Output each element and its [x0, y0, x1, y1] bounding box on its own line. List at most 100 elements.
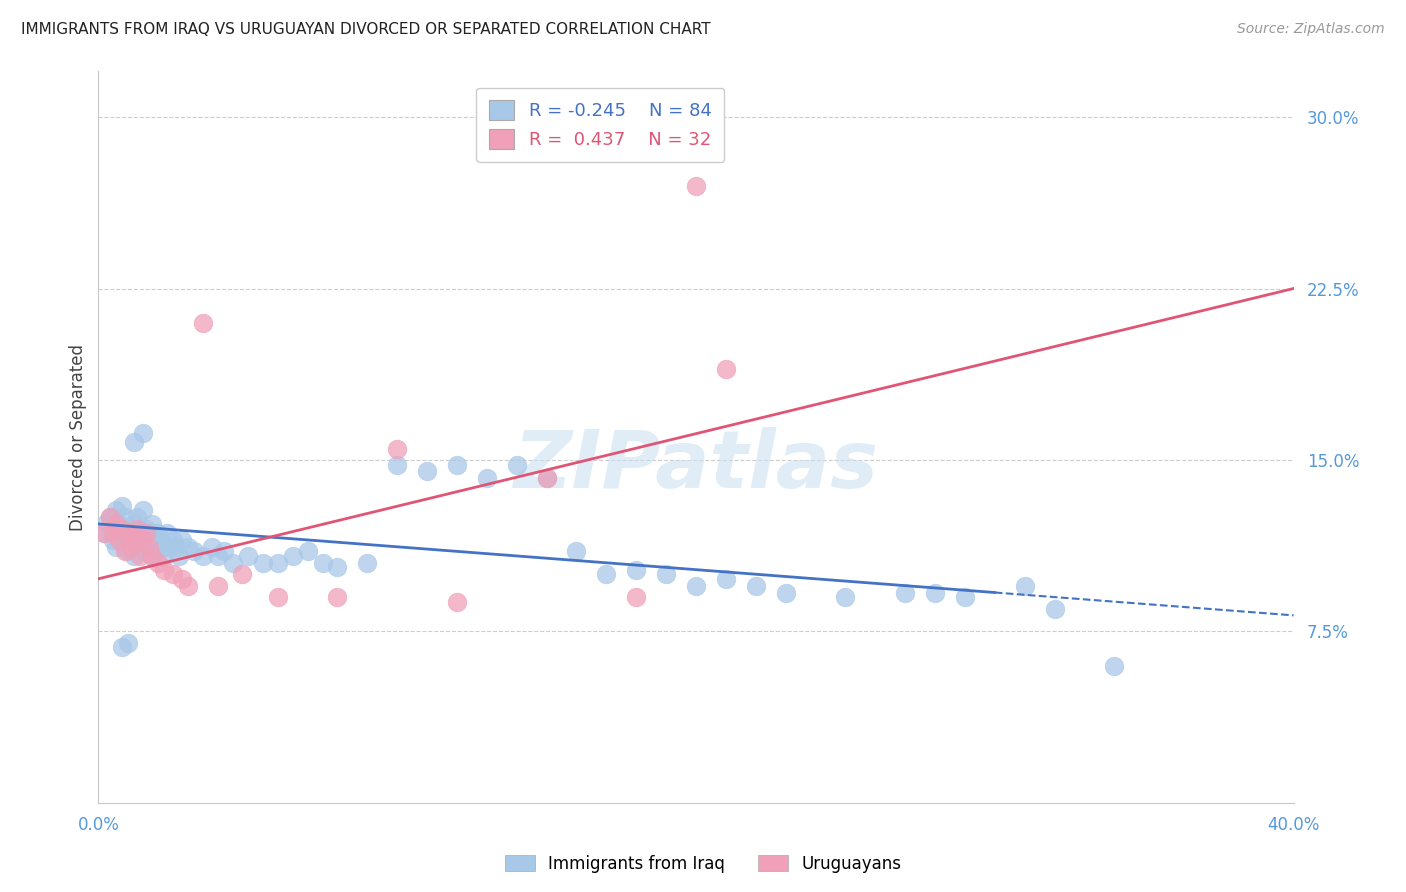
Point	[281, 549, 304, 563]
Point	[114, 510, 136, 524]
Point	[1104, 658, 1126, 673]
Point	[162, 567, 184, 582]
Point	[105, 503, 128, 517]
Point	[446, 458, 468, 472]
Point	[924, 585, 946, 599]
Point	[98, 510, 122, 524]
Point	[626, 590, 648, 604]
Point	[595, 567, 617, 582]
Point	[103, 526, 125, 541]
Point	[162, 533, 184, 547]
Point	[714, 361, 737, 376]
Point	[207, 549, 229, 563]
Point	[685, 178, 707, 193]
Point	[565, 544, 588, 558]
Point	[201, 540, 224, 554]
Point	[111, 521, 134, 535]
Point	[93, 526, 115, 541]
Point	[207, 579, 229, 593]
Point	[536, 471, 558, 485]
Point	[153, 563, 176, 577]
Point	[132, 425, 155, 440]
Point	[252, 556, 274, 570]
Point	[834, 590, 856, 604]
Point	[212, 544, 235, 558]
Point	[127, 540, 149, 554]
Point	[267, 590, 290, 604]
Point	[148, 556, 170, 570]
Point	[98, 510, 122, 524]
Point	[165, 540, 187, 554]
Point	[111, 499, 134, 513]
Point	[105, 540, 128, 554]
Point	[117, 521, 139, 535]
Point	[111, 533, 134, 547]
Point	[156, 526, 179, 541]
Point	[141, 549, 163, 563]
Point	[446, 595, 468, 609]
Point	[148, 544, 170, 558]
Point	[129, 549, 152, 563]
Point	[135, 526, 157, 541]
Point	[124, 533, 146, 547]
Point	[236, 549, 259, 563]
Point	[120, 540, 142, 554]
Point	[143, 540, 166, 554]
Point	[132, 503, 155, 517]
Point	[655, 567, 678, 582]
Text: Source: ZipAtlas.com: Source: ZipAtlas.com	[1237, 22, 1385, 37]
Point	[103, 521, 125, 535]
Point	[124, 516, 146, 531]
Point	[127, 521, 149, 535]
Y-axis label: Divorced or Separated: Divorced or Separated	[69, 343, 87, 531]
Point	[120, 526, 142, 541]
Point	[141, 549, 163, 563]
Point	[141, 516, 163, 531]
Point	[177, 540, 200, 554]
Point	[114, 540, 136, 554]
Point	[745, 579, 768, 593]
Point	[626, 563, 648, 577]
Point	[385, 458, 409, 472]
Point	[153, 540, 176, 554]
Point	[894, 585, 917, 599]
Point	[124, 434, 146, 449]
Point	[120, 533, 142, 547]
Point	[775, 585, 797, 599]
Point	[183, 544, 205, 558]
Point	[103, 533, 125, 547]
Point	[153, 549, 176, 563]
Point	[172, 572, 194, 586]
Point	[143, 533, 166, 547]
Point	[159, 540, 181, 554]
Point	[124, 549, 146, 563]
Point	[108, 516, 131, 531]
Point	[416, 464, 439, 478]
Point	[326, 560, 349, 574]
Point	[108, 526, 131, 541]
Point	[138, 526, 160, 541]
Point	[191, 549, 214, 563]
Point	[685, 579, 707, 593]
Point	[356, 556, 378, 570]
Point	[536, 471, 558, 485]
Text: ZIPatlas: ZIPatlas	[513, 427, 879, 506]
Point	[475, 471, 498, 485]
Point	[93, 526, 115, 541]
Point	[105, 516, 128, 531]
Point	[1043, 601, 1066, 615]
Point	[114, 544, 136, 558]
Point	[167, 549, 190, 563]
Legend: Immigrants from Iraq, Uruguayans: Immigrants from Iraq, Uruguayans	[498, 848, 908, 880]
Point	[129, 526, 152, 541]
Point	[96, 515, 118, 529]
Point	[714, 572, 737, 586]
Point	[231, 567, 253, 582]
Point	[117, 526, 139, 541]
Legend: R = -0.245    N = 84, R =  0.437    N = 32: R = -0.245 N = 84, R = 0.437 N = 32	[477, 87, 724, 161]
Point	[108, 533, 131, 547]
Point	[138, 540, 160, 554]
Point	[135, 521, 157, 535]
Text: IMMIGRANTS FROM IRAQ VS URUGUAYAN DIVORCED OR SEPARATED CORRELATION CHART: IMMIGRANTS FROM IRAQ VS URUGUAYAN DIVORC…	[21, 22, 710, 37]
Point	[191, 316, 214, 330]
